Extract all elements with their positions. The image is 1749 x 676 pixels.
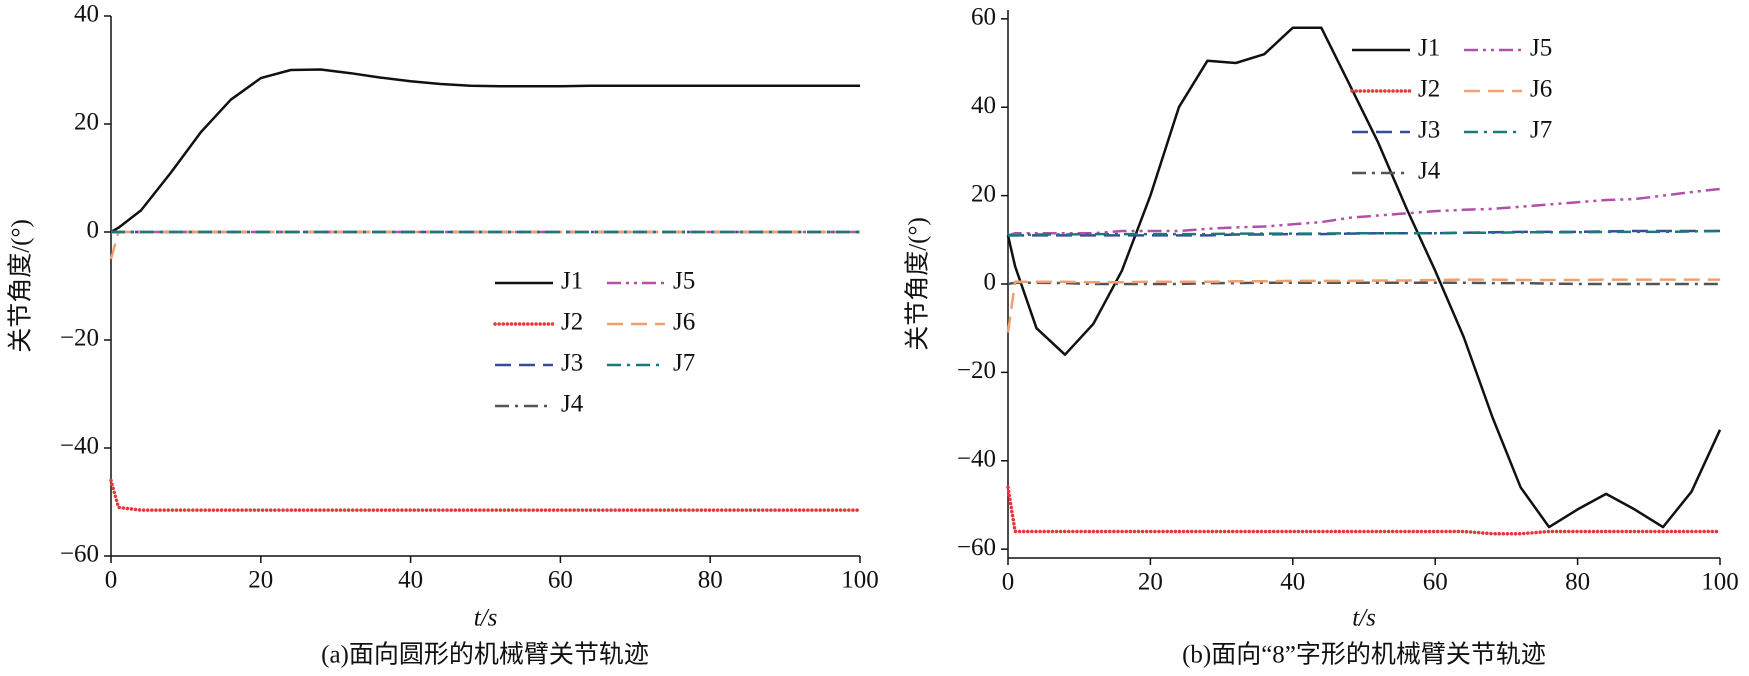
series-line	[1006, 278, 1720, 333]
chart-caption: (b)面向“8”字形的机械臂关节轨迹	[1182, 641, 1546, 669]
y-tick-label: −40	[957, 446, 996, 473]
legend-label: J5	[1530, 35, 1552, 62]
y-tick-label: 20	[74, 109, 99, 136]
series-line	[110, 68, 860, 234]
series-line	[109, 478, 862, 512]
legend-label: J4	[561, 391, 584, 418]
x-tick-label: 100	[841, 567, 879, 594]
y-tick-label: 0	[87, 217, 100, 244]
legend-label: J1	[561, 268, 583, 295]
y-tick-label: −20	[957, 357, 996, 384]
legend-label: J6	[673, 309, 695, 336]
y-tick-label: 20	[971, 180, 996, 207]
y-tick-label: −60	[60, 541, 99, 568]
y-axis-label: 关节角度/(°)	[904, 217, 932, 351]
x-tick-label: 40	[1280, 569, 1305, 596]
legend-label: J7	[673, 350, 695, 377]
series-line	[1007, 187, 1721, 237]
x-tick-label: 0	[105, 567, 118, 594]
series-line	[1006, 485, 1722, 536]
chart-caption: (a)面向圆形的机械臂关节轨迹	[321, 641, 649, 669]
x-tick-label: 20	[248, 567, 273, 594]
y-tick-label: −20	[60, 325, 99, 352]
x-axis-label: t/s	[1352, 605, 1376, 632]
y-tick-label: 0	[984, 269, 997, 296]
legend-label: J4	[1418, 158, 1441, 185]
legend-label: J1	[1418, 35, 1440, 62]
legend-label: J5	[673, 268, 695, 295]
legend-label: J7	[1530, 117, 1552, 144]
x-tick-label: 0	[1002, 569, 1015, 596]
x-axis-label: t/s	[474, 605, 498, 632]
series-line	[1007, 281, 1720, 286]
legend-label: J6	[1530, 76, 1552, 103]
x-tick-label: 20	[1138, 569, 1163, 596]
x-tick-label: 40	[398, 567, 423, 594]
x-tick-label: 60	[1423, 569, 1448, 596]
x-tick-label: 80	[698, 567, 723, 594]
series-line	[1008, 229, 1721, 237]
x-tick-label: 100	[1701, 569, 1739, 596]
y-tick-label: 60	[971, 4, 996, 31]
legend-label: J2	[1418, 76, 1440, 103]
y-axis-label: 关节角度/(°)	[7, 219, 35, 353]
x-tick-label: 60	[548, 567, 573, 594]
legend-label: J2	[561, 309, 583, 336]
y-tick-label: −40	[60, 433, 99, 460]
legend-label: J3	[561, 350, 583, 377]
legend-label: J3	[1418, 117, 1440, 144]
x-tick-label: 80	[1565, 569, 1590, 596]
y-tick-label: 40	[971, 92, 996, 119]
y-tick-label: −60	[957, 534, 996, 561]
series-line	[1006, 26, 1722, 529]
y-tick-label: 40	[74, 1, 99, 28]
series-line	[109, 230, 860, 260]
